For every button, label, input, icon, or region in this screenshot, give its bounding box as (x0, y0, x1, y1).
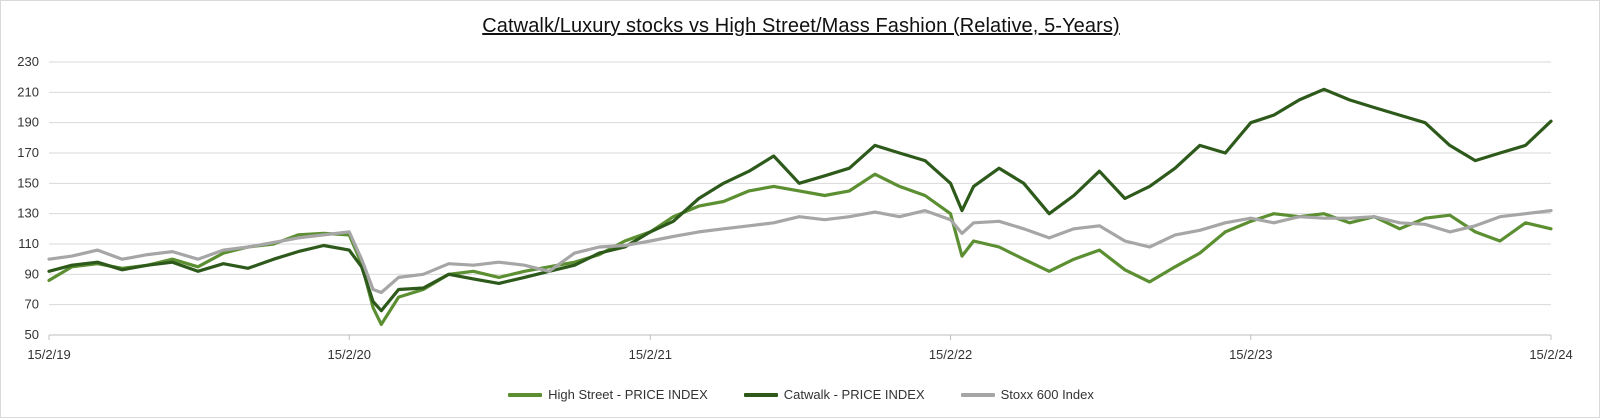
x-tick-label: 15/2/19 (27, 347, 70, 362)
y-tick-label: 210 (17, 84, 39, 99)
y-tick-label: 130 (17, 206, 39, 221)
y-tick-label: 230 (17, 54, 39, 69)
legend-item: Catwalk - PRICE INDEX (743, 387, 925, 402)
series-line-3 (47, 209, 1553, 295)
x-tick-label: 15/2/22 (929, 347, 972, 362)
y-tick-label: 90 (25, 266, 39, 281)
chart-legend: High Street - PRICE INDEX Catwalk - PRICE… (1, 387, 1600, 402)
legend-swatch (508, 392, 543, 397)
legend-swatch (743, 392, 778, 397)
y-tick-label: 70 (25, 297, 39, 312)
y-tick-label: 170 (17, 145, 39, 160)
series-line-1 (47, 172, 1553, 326)
x-tick-label: 15/2/20 (328, 347, 371, 362)
legend-label: Catwalk - PRICE INDEX (783, 387, 925, 402)
y-tick-label: 150 (17, 175, 39, 190)
series-line-2 (47, 87, 1553, 313)
x-tick-label: 15/2/23 (1229, 347, 1272, 362)
legend-swatch (960, 392, 995, 397)
chart-title: Catwalk/Luxury stocks vs High Street/Mas… (482, 15, 1120, 37)
y-tick-label: 190 (17, 115, 39, 130)
legend-item: High Street - PRICE INDEX (508, 387, 708, 402)
legend-item: Stoxx 600 Index (960, 387, 1094, 402)
legend-label: Stoxx 600 Index (1000, 387, 1094, 402)
x-tick-label: 15/2/24 (1529, 347, 1572, 362)
x-tick-label: 15/2/21 (629, 347, 672, 362)
legend-label: High Street - PRICE INDEX (548, 387, 708, 402)
y-tick-label: 110 (18, 236, 39, 251)
y-tick-label: 50 (25, 327, 39, 342)
